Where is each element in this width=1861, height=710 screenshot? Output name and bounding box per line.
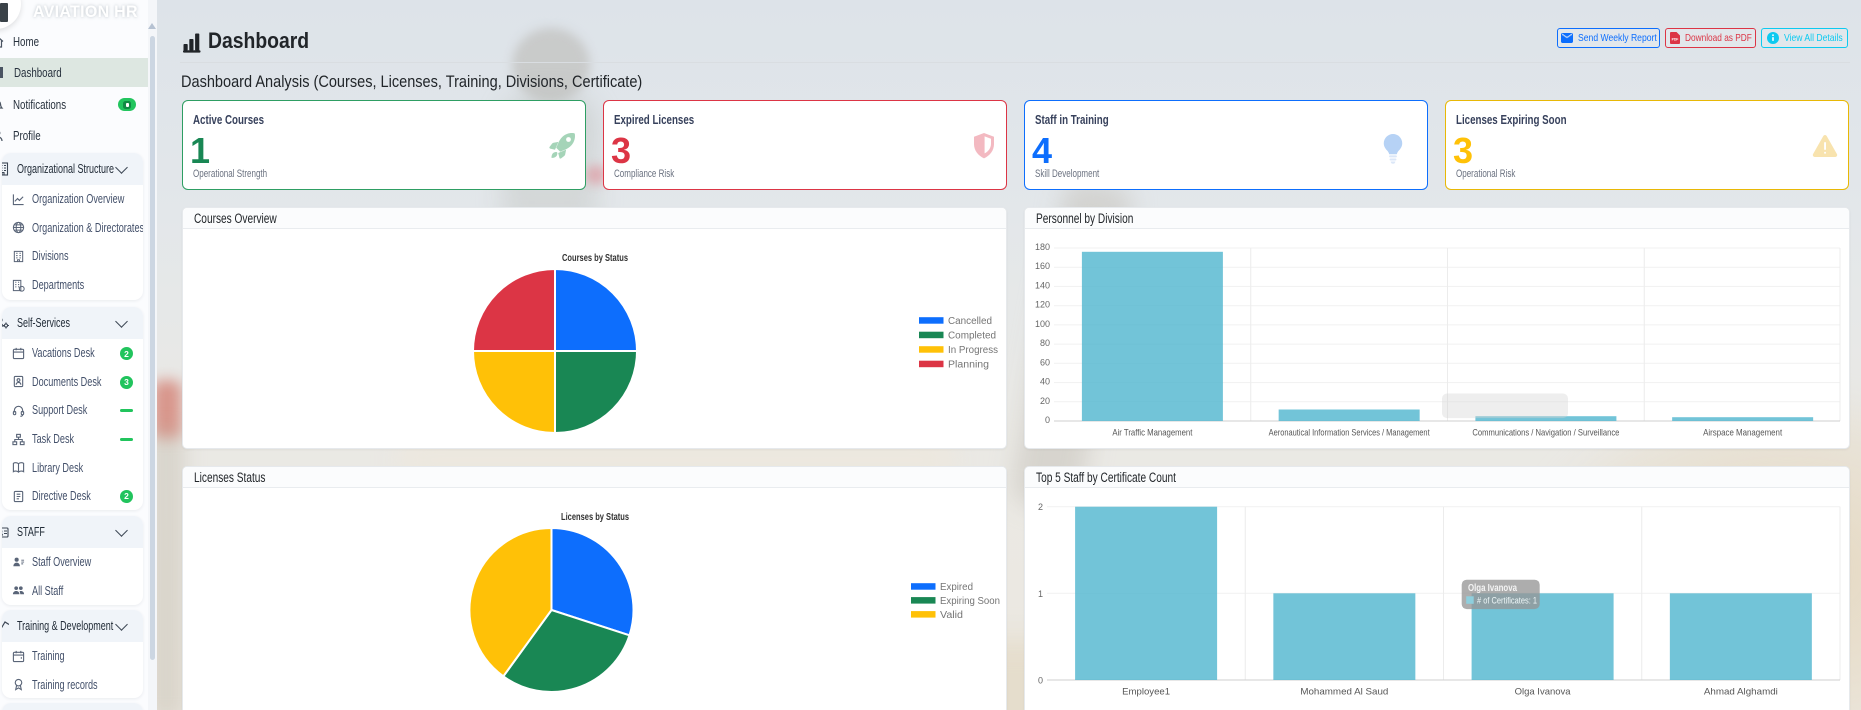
svg-text:Employee1: Employee1 [1122, 687, 1170, 698]
svg-text:Completed: Completed [948, 331, 996, 342]
svg-text:Licenses by Status: Licenses by Status [561, 511, 629, 523]
svg-text:80: 80 [1040, 338, 1050, 348]
svg-text:PDF: PDF [1671, 38, 1678, 42]
svg-text:120: 120 [1035, 300, 1050, 310]
svg-text:20: 20 [1040, 396, 1050, 406]
svg-text:Planning: Planning [948, 360, 989, 371]
svg-text:Cancelled: Cancelled [948, 316, 992, 327]
svg-text:60: 60 [1040, 357, 1050, 367]
svg-text:1: 1 [1038, 589, 1043, 599]
svg-text:40: 40 [1040, 377, 1050, 387]
svg-text:Communications / Navigation /: Communications / Navigation / Surveillan… [1472, 428, 1619, 439]
svg-text:Courses by Status: Courses by Status [562, 252, 628, 264]
svg-text:In Progress: In Progress [948, 345, 998, 356]
svg-text:Airspace Management: Airspace Management [1703, 428, 1782, 439]
svg-text:2: 2 [1038, 502, 1043, 512]
svg-text:180: 180 [1035, 242, 1050, 252]
svg-text:Expired: Expired [940, 582, 973, 593]
svg-text:100: 100 [1035, 319, 1050, 329]
svg-text:Valid: Valid [940, 610, 963, 621]
svg-text:0: 0 [1045, 415, 1050, 425]
svg-text:Aeronautical Information Servi: Aeronautical Information Services / Mana… [1269, 428, 1430, 439]
svg-text:Mohammed Al Saud: Mohammed Al Saud [1300, 687, 1388, 698]
svg-text:160: 160 [1035, 261, 1050, 271]
svg-text:Ahmad Alghamdi: Ahmad Alghamdi [1704, 687, 1778, 698]
svg-text:140: 140 [1035, 280, 1050, 290]
svg-text:Expiring Soon: Expiring Soon [940, 596, 1000, 607]
svg-text:Olga Ivanova: Olga Ivanova [1468, 583, 1517, 594]
svg-text:# of Certificates: 1: # of Certificates: 1 [1477, 595, 1537, 606]
svg-text:Olga Ivanova: Olga Ivanova [1515, 687, 1572, 698]
svg-text:0: 0 [1038, 676, 1043, 686]
svg-text:Air Traffic Management: Air Traffic Management [1112, 428, 1192, 439]
